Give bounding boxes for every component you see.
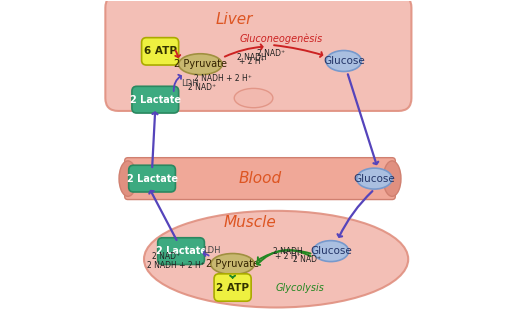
Text: Blood: Blood <box>239 171 281 186</box>
Text: 2 Pyruvate: 2 Pyruvate <box>174 59 227 69</box>
Ellipse shape <box>326 50 361 72</box>
Text: Gluconeogenèsis: Gluconeogenèsis <box>239 33 322 44</box>
Text: 2 ATP: 2 ATP <box>216 282 249 292</box>
Text: Glucose: Glucose <box>323 56 365 66</box>
FancyBboxPatch shape <box>106 0 411 111</box>
Text: Liver: Liver <box>215 12 253 27</box>
Text: 2 NAD⁺: 2 NAD⁺ <box>293 255 321 264</box>
FancyBboxPatch shape <box>132 86 179 113</box>
Text: 2 Lactate: 2 Lactate <box>155 246 206 256</box>
Text: Muscle: Muscle <box>224 214 277 229</box>
Text: 2 Pyruvate: 2 Pyruvate <box>206 259 259 269</box>
Text: 2 Lactate: 2 Lactate <box>130 95 181 105</box>
Text: + 2 H⁺: + 2 H⁺ <box>275 252 301 261</box>
Text: Glucose: Glucose <box>354 174 395 184</box>
Ellipse shape <box>119 161 137 196</box>
Text: 2 Lactate: 2 Lactate <box>126 174 177 184</box>
Text: Glycolysis: Glycolysis <box>276 282 324 292</box>
Text: 2 NAD⁺: 2 NAD⁺ <box>257 49 285 58</box>
Ellipse shape <box>383 161 401 196</box>
Text: 6 ATP: 6 ATP <box>144 46 177 56</box>
Text: 2 NADH: 2 NADH <box>237 53 267 62</box>
FancyBboxPatch shape <box>214 274 251 301</box>
Text: LDH: LDH <box>181 79 199 88</box>
FancyBboxPatch shape <box>125 158 395 200</box>
FancyBboxPatch shape <box>158 238 204 265</box>
Text: 2 NADH: 2 NADH <box>273 247 303 255</box>
Ellipse shape <box>211 254 254 275</box>
Ellipse shape <box>144 211 408 307</box>
Ellipse shape <box>313 240 348 262</box>
Text: 2 NADH + 2 H⁺: 2 NADH + 2 H⁺ <box>147 261 204 270</box>
Ellipse shape <box>234 88 273 108</box>
Ellipse shape <box>179 54 222 75</box>
FancyBboxPatch shape <box>141 38 179 65</box>
Text: + 2 H⁺: + 2 H⁺ <box>239 58 265 67</box>
Ellipse shape <box>357 168 392 189</box>
Text: LDH: LDH <box>204 246 221 255</box>
Text: 2 NAD⁺: 2 NAD⁺ <box>188 83 217 92</box>
Text: Glucose: Glucose <box>310 246 352 256</box>
FancyBboxPatch shape <box>128 165 175 192</box>
Text: 2 NADH + 2 H⁺: 2 NADH + 2 H⁺ <box>194 73 252 83</box>
Text: 2 NAD⁺: 2 NAD⁺ <box>152 252 180 261</box>
